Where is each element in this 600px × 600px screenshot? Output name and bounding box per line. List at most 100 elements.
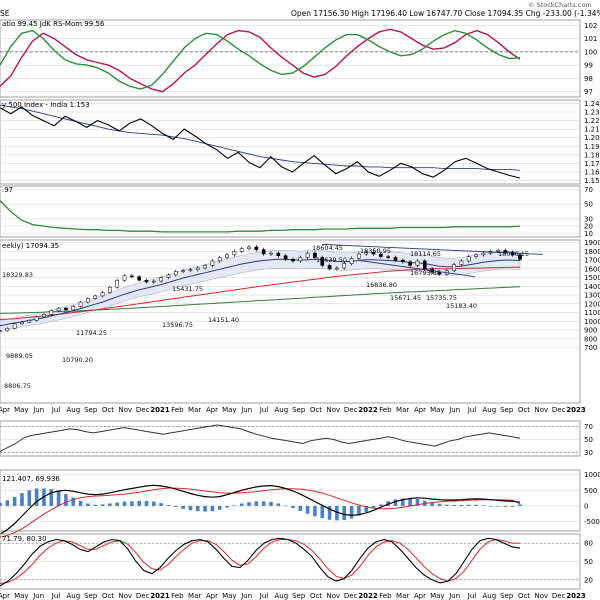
bottom-axis-label: Dec bbox=[344, 592, 358, 600]
rsi-line bbox=[0, 424, 521, 452]
date-axis-label: Feb bbox=[171, 406, 184, 414]
price-candle bbox=[276, 252, 281, 256]
price-annotation: 15735.75 bbox=[426, 294, 457, 302]
price-candle bbox=[459, 260, 464, 265]
price-annotation: 14151.40 bbox=[208, 316, 239, 324]
price-tick-label: 1500 bbox=[584, 274, 600, 282]
price-candle bbox=[503, 250, 508, 253]
price-candle bbox=[291, 258, 295, 262]
macd-signal-line bbox=[0, 487, 521, 538]
header-ohlc: Open 17156.30 High 17196.40 Low 16747.70… bbox=[291, 9, 600, 18]
price-candle bbox=[144, 279, 149, 283]
date-axis-label: Nov bbox=[326, 406, 340, 414]
price-tick-label: 1100 bbox=[584, 309, 600, 317]
macd-histogram-bar bbox=[335, 505, 339, 521]
price-annotation: 18096.15 bbox=[498, 250, 529, 258]
price-candle bbox=[496, 250, 500, 252]
bottom-axis-label: Apr bbox=[414, 592, 426, 600]
price-candle bbox=[254, 246, 259, 250]
macd-histogram-bar bbox=[481, 505, 486, 506]
date-axis-label: 2023 bbox=[566, 406, 586, 414]
price-candle bbox=[122, 275, 127, 281]
macd-tick-label: -500 bbox=[584, 518, 600, 526]
price-candle bbox=[378, 253, 383, 257]
macd-histogram-bar bbox=[27, 490, 32, 506]
price-candle bbox=[437, 272, 442, 275]
price-candle bbox=[305, 252, 310, 258]
price-candle bbox=[49, 310, 54, 315]
macd-histogram-bar bbox=[466, 504, 471, 506]
macd-histogram-bar bbox=[408, 498, 412, 506]
macd-histogram-bar bbox=[71, 497, 76, 506]
macd-histogram-bar bbox=[12, 496, 17, 506]
bottom-axis-label: Jul bbox=[259, 592, 269, 600]
macd-histogram-bar bbox=[152, 501, 156, 506]
price-candle bbox=[327, 265, 332, 270]
adx-tick-label: 70 bbox=[584, 186, 593, 194]
macd-histogram-bar bbox=[415, 499, 420, 506]
bottom-axis-label: 2023 bbox=[566, 592, 586, 600]
adx-frame bbox=[0, 185, 581, 238]
macd-histogram-bar bbox=[93, 504, 98, 506]
macd-histogram-bar bbox=[56, 491, 61, 506]
adx-line bbox=[0, 200, 521, 233]
price-candle bbox=[320, 257, 325, 266]
rrg-title: atio 99.45 JdK RS-Mom 99.56 bbox=[2, 20, 105, 28]
rrg-tick-label: 99 bbox=[584, 62, 593, 70]
price-tick-label: 1900 bbox=[584, 239, 600, 247]
macd-histogram-bar bbox=[313, 505, 317, 517]
macd-histogram-bar bbox=[166, 505, 171, 506]
bottom-axis-label: Oct bbox=[102, 592, 114, 600]
price-candle bbox=[56, 307, 61, 312]
macd-histogram-bar bbox=[510, 505, 515, 507]
price-candle bbox=[474, 254, 478, 257]
date-axis-label: Dec bbox=[136, 406, 150, 414]
date-axis-label: Mar bbox=[188, 406, 201, 414]
date-axis-label: Jun bbox=[240, 406, 252, 414]
date-axis-label: Jun bbox=[32, 406, 44, 414]
macd-histogram-bar bbox=[496, 505, 500, 507]
price-annotation: 16793.85 bbox=[410, 269, 441, 277]
macd-histogram-bar bbox=[144, 500, 149, 506]
macd-histogram-bar bbox=[276, 503, 281, 506]
price-candle bbox=[225, 254, 229, 258]
rel-tick-label: 1.18 bbox=[584, 151, 600, 159]
date-axis-label: Dec bbox=[344, 406, 358, 414]
price-candle bbox=[5, 328, 10, 332]
rel-ratio-line bbox=[0, 106, 521, 179]
date-axis-label: May bbox=[14, 406, 28, 414]
rsi-tick-label: 50 bbox=[584, 436, 593, 444]
macd-histogram-bar bbox=[247, 502, 251, 506]
macd-histogram-bar bbox=[459, 505, 464, 506]
rel-ma-line bbox=[0, 104, 521, 171]
rrg-tick-label: 101 bbox=[584, 35, 597, 43]
price-candle bbox=[408, 261, 412, 266]
price-candle bbox=[393, 257, 398, 261]
rel-tick-label: 1.23 bbox=[584, 109, 600, 117]
bottom-axis-label: Jul bbox=[51, 592, 61, 600]
relative-strength-panel: 1.241.231.221.211.201.191.181.171.161.15… bbox=[0, 99, 600, 185]
price-candle bbox=[159, 277, 163, 282]
rel-frame bbox=[0, 99, 581, 185]
macd-histogram-bar bbox=[173, 505, 178, 507]
price-annotation: 16836.80 bbox=[366, 281, 397, 289]
price-candle bbox=[269, 252, 273, 255]
adx-tick-label: 50 bbox=[584, 201, 593, 209]
sto-tick-label: 50 bbox=[584, 558, 593, 566]
price-annotation: 15671.45 bbox=[390, 294, 421, 302]
macd-histogram-bar bbox=[239, 503, 244, 506]
price-date-axis: Apr May Jun Jul Aug Sep Oct Nov Dec 2021 Feb Mar Apr… bbox=[0, 406, 586, 414]
date-axis-label: Sep bbox=[500, 406, 514, 414]
macd-histogram-bar bbox=[159, 503, 163, 506]
macd-histogram-bar bbox=[130, 501, 134, 506]
macd-histogram-bar bbox=[86, 503, 90, 506]
macd-histogram-bar bbox=[254, 501, 259, 506]
bottom-axis-label: Oct bbox=[518, 592, 530, 600]
price-candle bbox=[217, 257, 222, 262]
bottom-axis-label: Jun bbox=[448, 592, 460, 600]
macd-histogram-bar bbox=[349, 505, 354, 519]
macd-histogram-bar bbox=[261, 501, 266, 506]
date-axis-label: Jul bbox=[51, 406, 61, 414]
